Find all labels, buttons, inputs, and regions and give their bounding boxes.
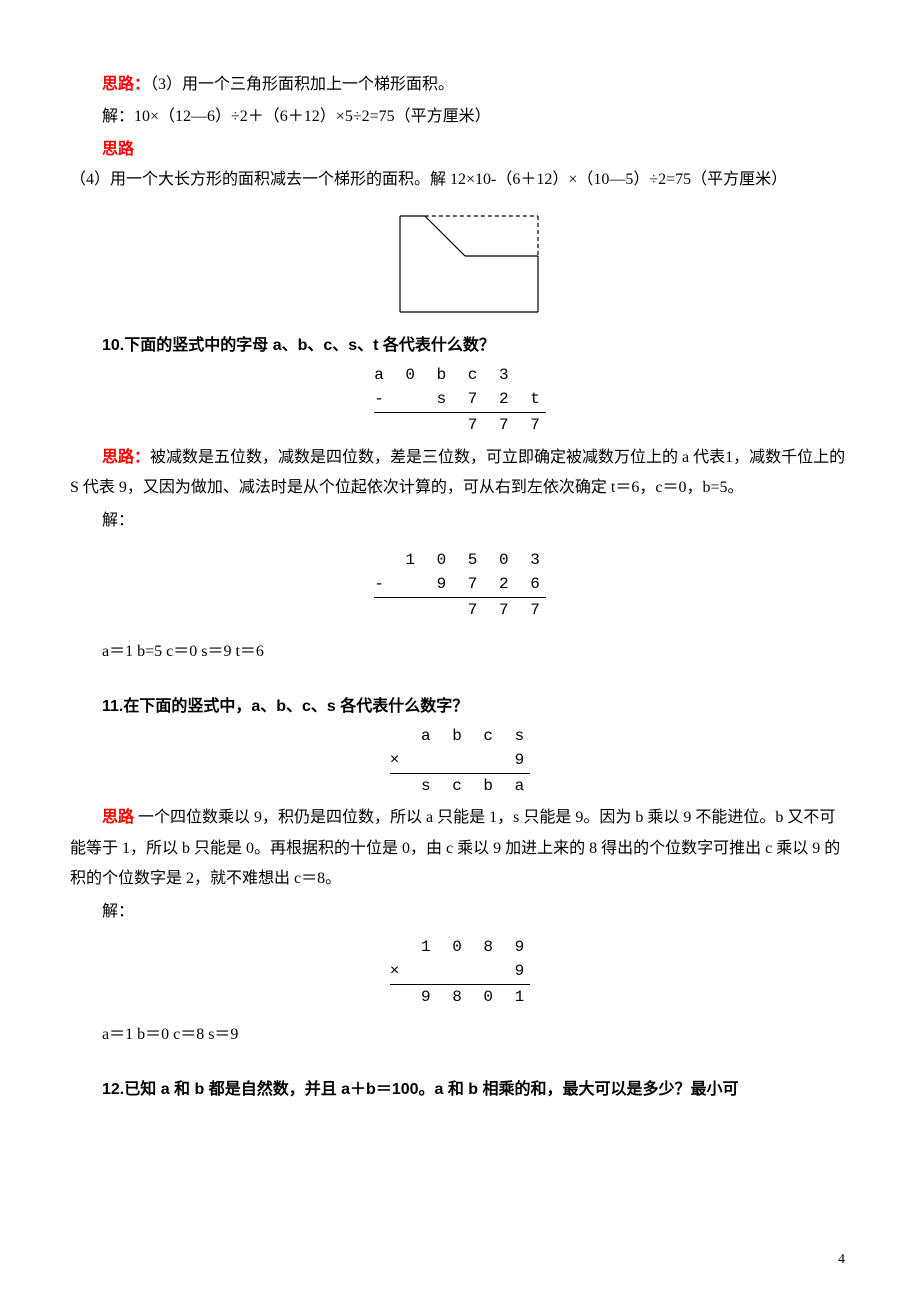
q10-calc2: 1 0 5 0 3 - 9 7 2 6 7 7 7 <box>70 548 850 625</box>
q10-calc1: a 0 b c 3 - s 7 2 t 7 7 7 <box>70 363 850 440</box>
p3-label: 思路： <box>102 76 150 93</box>
q10-c2-r1: 1 0 5 0 3 <box>374 548 546 572</box>
q10-title: 10.下面的竖式中的字母 a、b、c、s、t 各代表什么数？ <box>70 331 850 361</box>
q10-c2-r3: 7 7 7 <box>374 598 546 622</box>
q10-c2-r2: - 9 7 2 6 <box>374 572 546 596</box>
q11-title: 11.在下面的竖式中，a、b、c、s 各代表什么数字？ <box>70 692 850 722</box>
q11-c2-r1: 1 0 8 9 <box>390 935 530 959</box>
q11-c1-r3: s c b a <box>390 774 530 798</box>
page: 思路：（3）用一个三角形面积加上一个梯形面积。 解：10×（12—6）÷2＋（6… <box>0 0 920 1302</box>
q10-c1-r1: a 0 b c 3 <box>374 363 546 387</box>
q11-think: 思路 一个四位数乘以 9，积仍是四位数，所以 a 只能是 1，s 只能是 9。因… <box>70 803 850 894</box>
q11-c1-r2: × 9 <box>390 748 530 772</box>
p4-text: （4）用一个大长方形的面积减去一个梯形的面积。解 12×10-（6＋12）×（1… <box>70 171 787 188</box>
page-number: 4 <box>838 1247 845 1274</box>
geometry-diagram <box>70 198 850 329</box>
q10-sol-label: 解： <box>70 506 850 536</box>
q11-think-text: 一个四位数乘以 9，积仍是四位数，所以 a 只能是 1，s 只能是 9。因为 b… <box>70 809 840 887</box>
q11-c2-r2: × 9 <box>390 959 530 983</box>
q11-c2-r3: 9 8 0 1 <box>390 985 530 1009</box>
p3-text: （3）用一个三角形面积加上一个梯形面积。 <box>150 76 454 93</box>
q10-c1-r3: 7 7 7 <box>374 413 546 437</box>
q11-calc2: 1 0 8 9 × 9 9 8 0 1 <box>70 935 850 1012</box>
q11-answer: a＝1 b＝0 c＝8 s＝9 <box>70 1020 850 1050</box>
q10-think: 思路：被减数是五位数，减数是四位数，差是三位数，可立即确定被减数万位上的 a 代… <box>70 443 850 504</box>
q11-c1-r1: a b c s <box>390 724 530 748</box>
q11-sol-label: 解： <box>70 897 850 927</box>
q11-think-label: 思路 <box>102 809 134 826</box>
q12-title: 12.已知 a 和 b 都是自然数，并且 a＋b＝100。a 和 b 相乘的和，… <box>70 1075 850 1105</box>
p3-solution: 解：10×（12—6）÷2＋（6＋12）×5÷2=75（平方厘米） <box>70 102 850 132</box>
p3: 思路：（3）用一个三角形面积加上一个梯形面积。 <box>70 70 850 100</box>
p4: 思路 （4）用一个大长方形的面积减去一个梯形的面积。解 12×10-（6＋12）×… <box>70 135 850 196</box>
q11-calc1: a b c s × 9 s c b a <box>70 724 850 801</box>
p4-label: 思路 <box>102 141 134 158</box>
q10-c1-r2: - s 7 2 t <box>374 387 546 411</box>
q10-think-label: 思路： <box>102 449 150 466</box>
geometry-svg <box>375 198 545 318</box>
q10-answer: a＝1 b=5 c＝0 s＝9 t＝6 <box>70 637 850 667</box>
q10-think-text: 被减数是五位数，减数是四位数，差是三位数，可立即确定被减数万位上的 a 代表1，… <box>70 449 845 496</box>
